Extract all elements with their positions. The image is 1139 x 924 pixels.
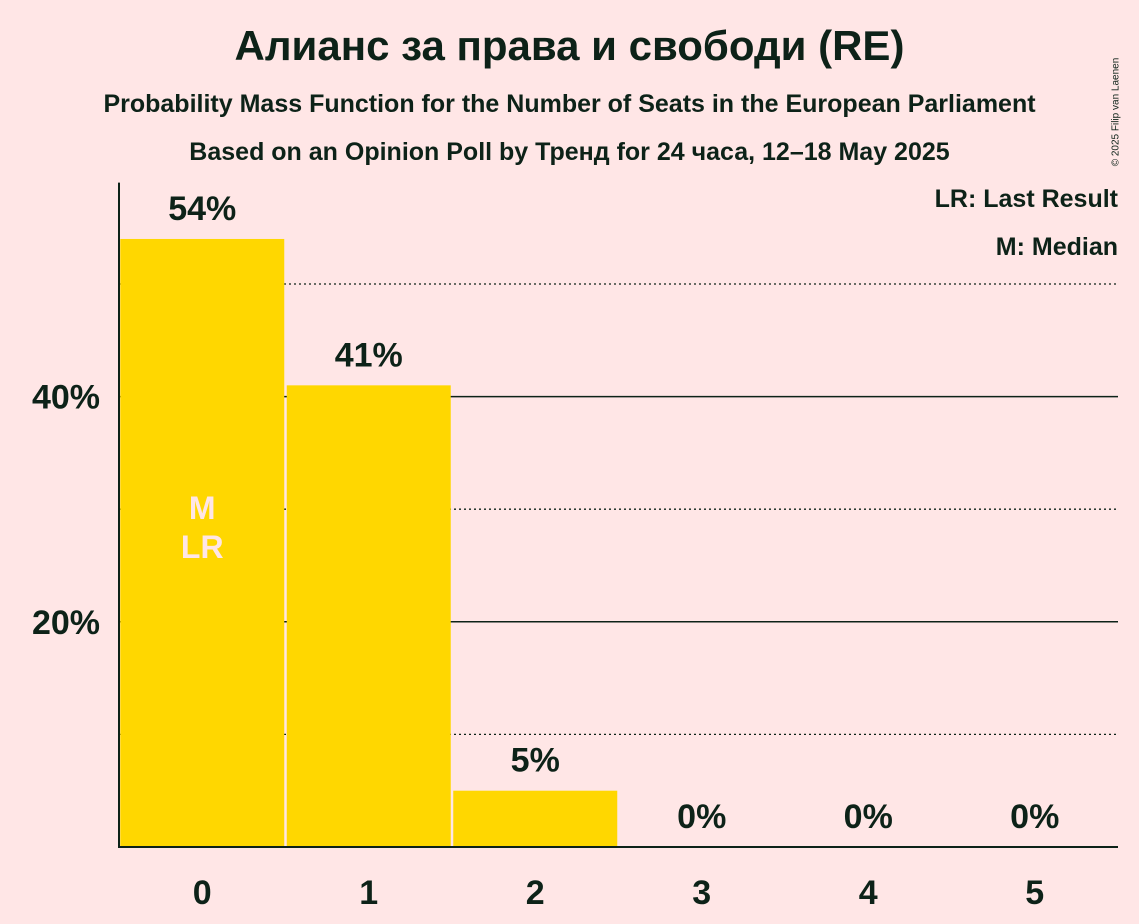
x-tick-label-0: 0 <box>193 874 212 912</box>
x-tick-label-1: 1 <box>359 874 378 912</box>
bar-1 <box>286 385 451 847</box>
axes <box>118 182 1118 848</box>
gridlines <box>119 283 1118 736</box>
value-label-0: 54% <box>168 190 236 228</box>
bar-2 <box>453 790 618 847</box>
x-tick-label-4: 4 <box>859 874 878 912</box>
value-label-2: 5% <box>511 742 560 780</box>
x-tick-label-3: 3 <box>692 874 711 912</box>
bars <box>120 238 618 847</box>
chart-source-line: Based on an Opinion Poll by Тренд for 24… <box>189 138 950 166</box>
value-label-3: 0% <box>677 798 726 836</box>
x-tick-label-2: 2 <box>526 874 545 912</box>
marker-lr: LR <box>181 529 224 565</box>
y-tick-label-40: 40% <box>32 379 100 417</box>
legend-median: M: Median <box>995 233 1118 261</box>
y-tick-label-20: 20% <box>32 604 100 642</box>
chart-subtitle: Probability Mass Function for the Number… <box>103 90 1036 118</box>
value-label-1: 41% <box>335 336 403 374</box>
chart-title: Алианс за права и свободи (RE) <box>234 22 905 69</box>
value-label-4: 0% <box>844 798 893 836</box>
value-label-5: 0% <box>1010 798 1059 836</box>
x-tick-label-5: 5 <box>1025 874 1044 912</box>
marker-m: M <box>189 490 216 526</box>
legend-last-result: LR: Last Result <box>934 185 1118 213</box>
bar-0 <box>120 238 285 847</box>
